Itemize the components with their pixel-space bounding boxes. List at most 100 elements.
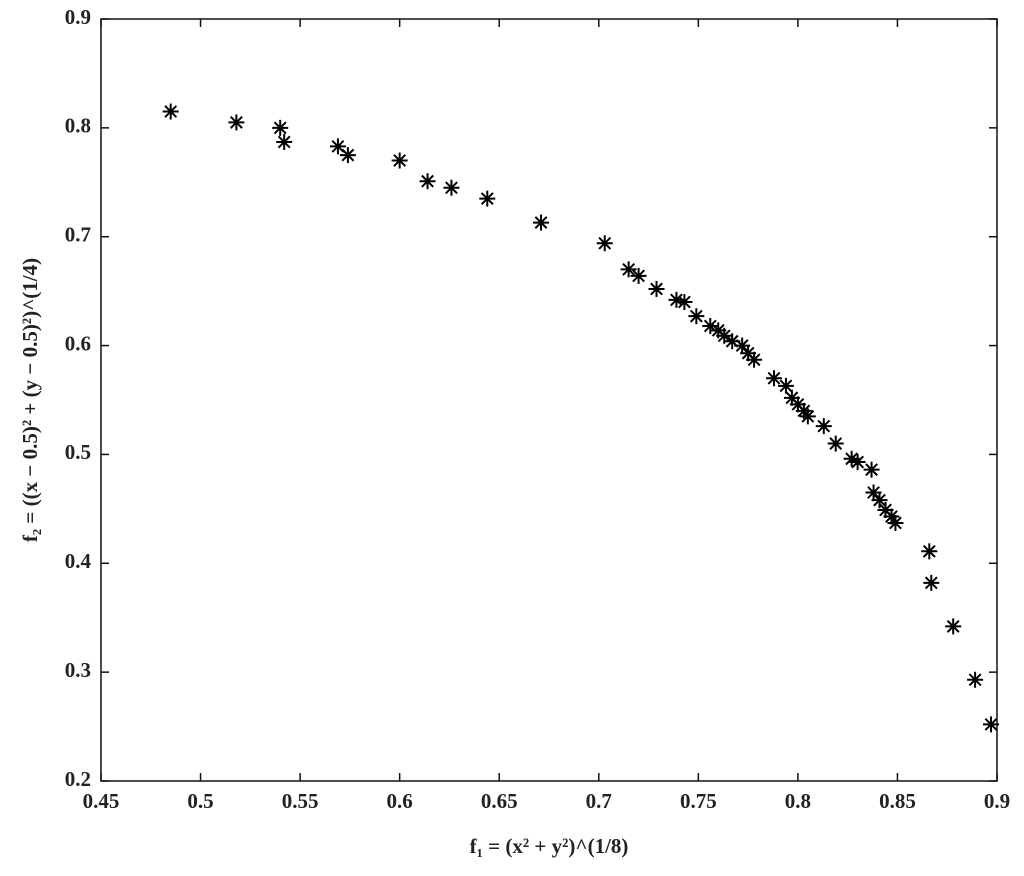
marker-stroke <box>703 319 717 333</box>
data-point <box>799 408 816 425</box>
y-axis-label: f₂ = ((x − 0.5)² + (y − 0.5)²)^(1/4) <box>18 258 42 542</box>
data-point <box>596 235 613 252</box>
data-point <box>967 671 984 688</box>
data-point <box>391 152 408 169</box>
y-tick-label: 0.4 <box>65 549 92 573</box>
marker-stroke <box>829 437 843 450</box>
data-point <box>162 103 179 120</box>
marker-stroke <box>767 371 781 385</box>
data-point <box>746 351 763 368</box>
marker-stroke <box>670 293 683 307</box>
marker-stroke <box>865 463 878 477</box>
y-tick-label: 0.2 <box>65 767 91 791</box>
marker-stroke <box>968 673 982 687</box>
data-point <box>648 280 665 297</box>
marker-stroke <box>984 717 998 731</box>
data-point <box>620 261 637 278</box>
marker-stroke <box>341 148 355 162</box>
y-tick-label: 0.6 <box>65 331 91 355</box>
marker-stroke <box>622 262 636 276</box>
data-point <box>827 435 844 452</box>
x-tick-label: 0.45 <box>83 789 120 813</box>
data-point <box>815 418 832 435</box>
x-tick-label: 0.65 <box>481 789 518 813</box>
data-point <box>849 454 866 471</box>
marker-stroke <box>922 544 936 558</box>
marker-stroke <box>873 493 886 507</box>
marker-stroke <box>851 455 865 469</box>
data-point <box>983 716 1000 733</box>
marker-stroke <box>534 216 548 229</box>
data-point <box>676 294 693 311</box>
x-tick-label: 0.55 <box>282 789 319 813</box>
marker-stroke <box>421 174 434 188</box>
x-tick-label: 0.6 <box>387 789 413 813</box>
marker-stroke <box>801 409 815 423</box>
marker-stroke <box>273 121 287 135</box>
data-point <box>479 190 496 207</box>
x-axis-label: f₁ = (x² + y²)^(1/8) <box>470 834 629 858</box>
y-tick-label: 0.3 <box>65 658 91 682</box>
x-tick-label: 0.75 <box>680 789 717 813</box>
marker-stroke <box>164 105 178 118</box>
data-point <box>339 147 356 164</box>
marker-stroke <box>229 116 243 129</box>
data-point <box>921 543 938 560</box>
data-point <box>945 618 962 635</box>
x-tick-label: 0.8 <box>785 789 811 813</box>
data-point <box>765 370 782 387</box>
marker-stroke <box>885 510 898 523</box>
marker-stroke <box>867 486 880 499</box>
data-point <box>419 173 436 190</box>
marker-stroke <box>845 452 859 466</box>
marker-stroke <box>785 391 799 405</box>
marker-stroke <box>711 323 725 337</box>
marker-stroke <box>779 379 793 393</box>
marker-stroke <box>331 139 345 153</box>
data-point <box>276 134 293 151</box>
data-point <box>443 179 460 196</box>
marker-stroke <box>889 516 902 530</box>
marker-stroke <box>677 295 691 309</box>
x-tick-label: 0.85 <box>879 789 916 813</box>
data-point <box>630 267 647 284</box>
marker-stroke <box>717 329 731 343</box>
marker-stroke <box>689 309 703 323</box>
y-tick-label: 0.5 <box>65 440 91 464</box>
marker-stroke <box>741 346 755 360</box>
marker-stroke <box>791 397 805 411</box>
data-point <box>863 461 880 478</box>
x-tick-label: 0.9 <box>984 789 1010 813</box>
y-tick-label: 0.8 <box>65 114 91 138</box>
marker-stroke <box>924 576 938 590</box>
x-tick-label: 0.5 <box>187 789 213 813</box>
data-point <box>716 327 733 344</box>
marker-stroke <box>393 154 407 167</box>
marker-stroke <box>817 419 831 433</box>
data-point <box>533 214 550 231</box>
marker-stroke <box>946 620 960 633</box>
marker-stroke <box>650 282 663 296</box>
data-point <box>777 377 794 394</box>
data-point <box>887 515 904 532</box>
data-point <box>272 119 289 136</box>
data-point <box>228 114 245 131</box>
y-tick-label: 0.7 <box>65 223 91 247</box>
data-point <box>923 574 940 591</box>
marker-stroke <box>747 353 761 367</box>
marker-stroke <box>480 192 494 206</box>
x-tick-label: 0.7 <box>586 789 612 813</box>
marker-stroke <box>879 503 892 517</box>
marker-stroke <box>735 339 749 352</box>
data-point <box>688 308 705 325</box>
marker-stroke <box>598 236 612 250</box>
marker-stroke <box>797 404 811 418</box>
marker-stroke <box>445 181 458 195</box>
marker-stroke <box>725 334 739 348</box>
marker-stroke <box>277 135 291 149</box>
marker-stroke <box>632 269 646 283</box>
plot-frame <box>100 18 998 782</box>
y-tick-label: 0.9 <box>65 5 91 29</box>
